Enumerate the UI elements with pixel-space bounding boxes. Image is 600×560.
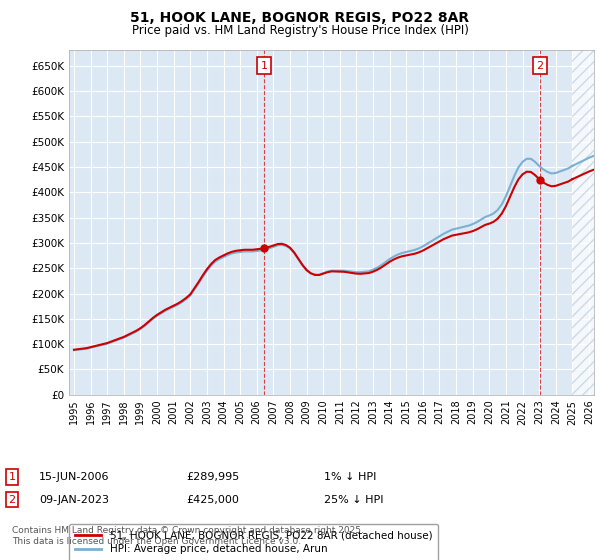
Text: 25% ↓ HPI: 25% ↓ HPI bbox=[324, 494, 383, 505]
Text: Contains HM Land Registry data © Crown copyright and database right 2025.
This d: Contains HM Land Registry data © Crown c… bbox=[12, 526, 364, 546]
Text: £289,995: £289,995 bbox=[186, 472, 239, 482]
Text: 09-JAN-2023: 09-JAN-2023 bbox=[39, 494, 109, 505]
Legend: 51, HOOK LANE, BOGNOR REGIS, PO22 8AR (detached house), HPI: Average price, deta: 51, HOOK LANE, BOGNOR REGIS, PO22 8AR (d… bbox=[69, 524, 439, 560]
Text: 1% ↓ HPI: 1% ↓ HPI bbox=[324, 472, 376, 482]
Text: 2: 2 bbox=[536, 60, 543, 71]
Text: 2: 2 bbox=[8, 494, 16, 505]
Text: 1: 1 bbox=[8, 472, 16, 482]
Text: Price paid vs. HM Land Registry's House Price Index (HPI): Price paid vs. HM Land Registry's House … bbox=[131, 24, 469, 36]
Polygon shape bbox=[572, 50, 594, 395]
Text: 1: 1 bbox=[261, 60, 268, 71]
Text: £425,000: £425,000 bbox=[186, 494, 239, 505]
Text: 51, HOOK LANE, BOGNOR REGIS, PO22 8AR: 51, HOOK LANE, BOGNOR REGIS, PO22 8AR bbox=[130, 11, 470, 25]
Text: 15-JUN-2006: 15-JUN-2006 bbox=[39, 472, 110, 482]
